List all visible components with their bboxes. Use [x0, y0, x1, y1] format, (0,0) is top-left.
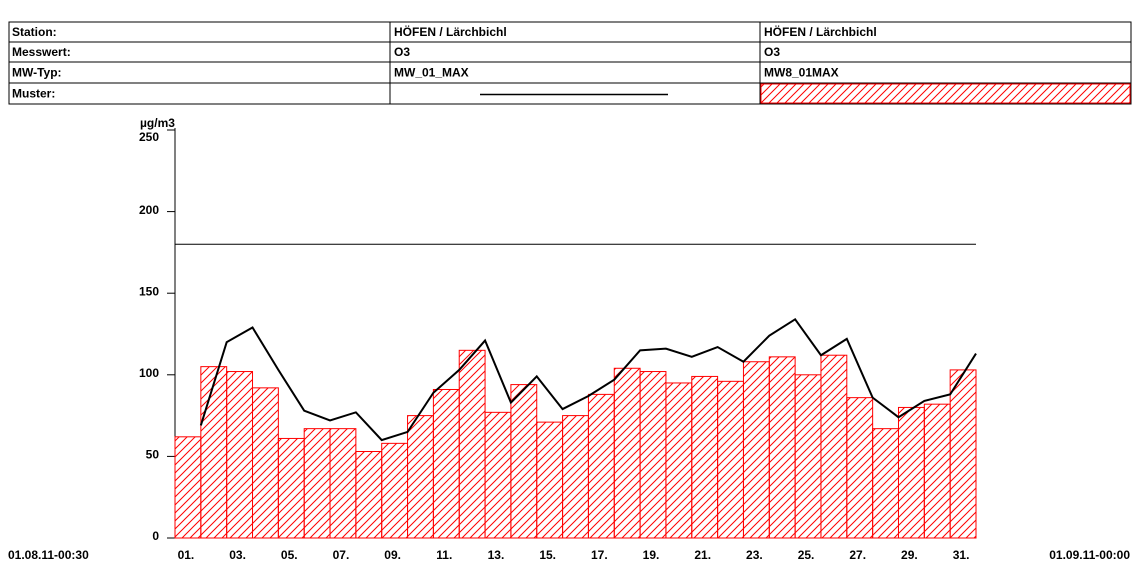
- bar: [381, 442, 409, 539]
- bar: [407, 415, 434, 539]
- table-cell: MW8_01MAX: [764, 66, 839, 80]
- y-tick-label: 50: [146, 448, 160, 462]
- bar: [510, 384, 538, 539]
- table-cell: O3: [394, 45, 410, 59]
- legend-hatch-sample: [760, 83, 1131, 104]
- bar: [200, 366, 228, 539]
- x-tick-label: 05.: [281, 548, 298, 562]
- bar: [665, 382, 693, 539]
- bar: [536, 421, 564, 539]
- x-tick-label: 31.: [953, 548, 970, 562]
- bar: [691, 375, 719, 539]
- x-tick-label: 15.: [539, 548, 556, 562]
- table-cell: MW_01_MAX: [394, 66, 469, 80]
- y-tick-label: 0: [152, 529, 159, 543]
- y-tick-label: 250: [139, 130, 159, 144]
- table-cell: HÖFEN / Lärchbichl: [764, 24, 877, 39]
- table-cell: HÖFEN / Lärchbichl: [394, 24, 507, 39]
- x-tick-label: 09.: [384, 548, 401, 562]
- bar: [897, 406, 925, 539]
- row-label: Muster:: [12, 87, 55, 101]
- bar: [252, 387, 279, 539]
- bar: [742, 361, 770, 539]
- x-tick-label: 23.: [746, 548, 763, 562]
- y-tick-label: 150: [139, 284, 159, 298]
- row-label: Messwert:: [12, 45, 71, 59]
- start-label: 01.08.11-00:30: [8, 548, 89, 562]
- x-tick-label: 17.: [591, 548, 608, 562]
- x-tick-label: 29.: [901, 548, 918, 562]
- bar: [794, 374, 822, 539]
- y-axis-label: µg/m3: [140, 116, 175, 130]
- x-tick-label: 07.: [333, 548, 350, 562]
- x-tick-label: 11.: [436, 548, 452, 562]
- bar: [458, 349, 486, 539]
- bar: [484, 411, 512, 539]
- bar: [820, 354, 848, 539]
- row-label: MW-Typ:: [12, 66, 62, 80]
- bar: [277, 437, 305, 539]
- x-tick-label: 19.: [643, 548, 660, 562]
- x-tick-label: 27.: [849, 548, 866, 562]
- bar: [923, 403, 951, 539]
- bar: [717, 380, 744, 539]
- bar: [613, 367, 641, 539]
- bar: [303, 428, 331, 539]
- bar: [355, 451, 383, 539]
- bar: [329, 428, 357, 539]
- end-label: 01.09.11-00:00: [1049, 548, 1130, 562]
- bar: [587, 393, 615, 539]
- x-tick-label: 25.: [798, 548, 815, 562]
- bar: [432, 388, 460, 539]
- bar: [639, 371, 667, 539]
- row-label: Station:: [12, 25, 57, 39]
- bar: [768, 356, 796, 539]
- x-tick-label: 03.: [229, 548, 246, 562]
- bar: [562, 415, 589, 539]
- bar: [949, 369, 977, 539]
- table-cell: O3: [764, 45, 780, 59]
- x-tick-label: 13.: [488, 548, 505, 562]
- table-border: [8, 21, 1132, 105]
- x-tick-label: 01.: [178, 548, 195, 562]
- bar: [872, 428, 899, 539]
- bar: [846, 397, 874, 539]
- bar: [226, 371, 254, 539]
- bar: [174, 436, 202, 539]
- x-tick-label: 21.: [694, 548, 711, 562]
- y-tick-label: 200: [139, 203, 159, 217]
- line: [199, 317, 977, 442]
- y-tick-label: 100: [139, 366, 159, 380]
